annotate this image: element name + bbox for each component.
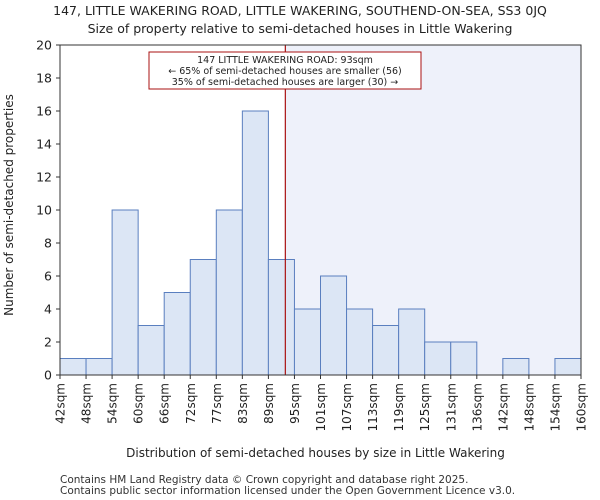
chart-subtitle: Size of property relative to semi-detach… [87,21,513,36]
bar-154sqm [554,358,582,376]
x-tick-label: 113sqm [366,383,380,431]
bar-125sqm [424,341,452,376]
x-tick-label: 119sqm [392,383,406,431]
annotation-line-3: 35% of semi-detached houses are larger (… [172,77,399,88]
y-tick-label: 12 [36,170,52,185]
y-tick-label: 8 [44,236,52,251]
x-tick-label: 54sqm [106,383,120,424]
x-tick-label: 125sqm [418,383,432,431]
y-tick-label: 14 [36,137,52,152]
x-tick-label: 48sqm [80,383,94,424]
bar-131sqm [450,341,478,376]
annotation-box: 147 LITTLE WAKERING ROAD: 93sqm ← 65% of… [148,51,422,90]
bar-142sqm [502,358,530,376]
x-tick-label: 60sqm [132,383,146,424]
bar-107sqm [346,308,374,376]
x-tick-label: 66sqm [158,383,172,424]
x-tick-label: 89sqm [262,383,276,424]
bar-54sqm [111,209,139,376]
chart-title: 147, LITTLE WAKERING ROAD, LITTLE WAKERI… [53,3,547,18]
x-tick-label: 77sqm [210,383,224,424]
x-tick-label: 136sqm [470,383,484,431]
y-tick-label: 2 [44,335,52,350]
x-tick-label: 154sqm [548,383,562,431]
bar-113sqm [372,325,400,376]
y-tick-label: 0 [44,368,52,383]
bar-83sqm [241,110,269,376]
x-tick-label: 131sqm [444,383,458,431]
bar-119sqm [398,308,426,376]
y-tick-label: 4 [44,302,52,317]
x-tick-label: 160sqm [575,383,589,431]
x-tick-label: 83sqm [236,383,250,424]
x-tick-label: 95sqm [288,383,302,424]
x-tick-label: 42sqm [54,383,68,424]
x-tick-label: 107sqm [340,383,354,431]
x-tick-label: 148sqm [522,383,536,431]
x-axis-label: Distribution of semi-detached houses by … [126,446,505,460]
x-tick-label: 101sqm [314,383,328,431]
bar-48sqm [85,358,113,376]
footer-copyright: Contains HM Land Registry data © Crown c… [60,474,469,486]
y-axis-label: Number of semi-detached properties [2,94,16,316]
bar-95sqm [293,308,322,376]
y-tick-label: 10 [36,203,52,218]
bar-66sqm [163,292,191,376]
y-tick-label: 6 [44,269,52,284]
bar-89sqm [267,259,295,376]
x-tick-label: 72sqm [184,383,198,424]
bar-42sqm [59,358,87,376]
y-tick-label: 20 [36,38,52,53]
annotation-line-1: 147 LITTLE WAKERING ROAD: 93sqm [197,55,373,66]
bar-101sqm [320,275,348,376]
bar-77sqm [215,209,243,376]
y-tick-label: 18 [36,71,52,86]
annotation-line-2: ← 65% of semi-detached houses are smalle… [168,66,402,77]
bar-60sqm [137,325,165,376]
y-tick-label: 16 [36,104,52,119]
x-tick-label: 142sqm [496,383,510,431]
bar-72sqm [189,259,217,376]
footer-licence: Contains public sector information licen… [60,485,516,497]
